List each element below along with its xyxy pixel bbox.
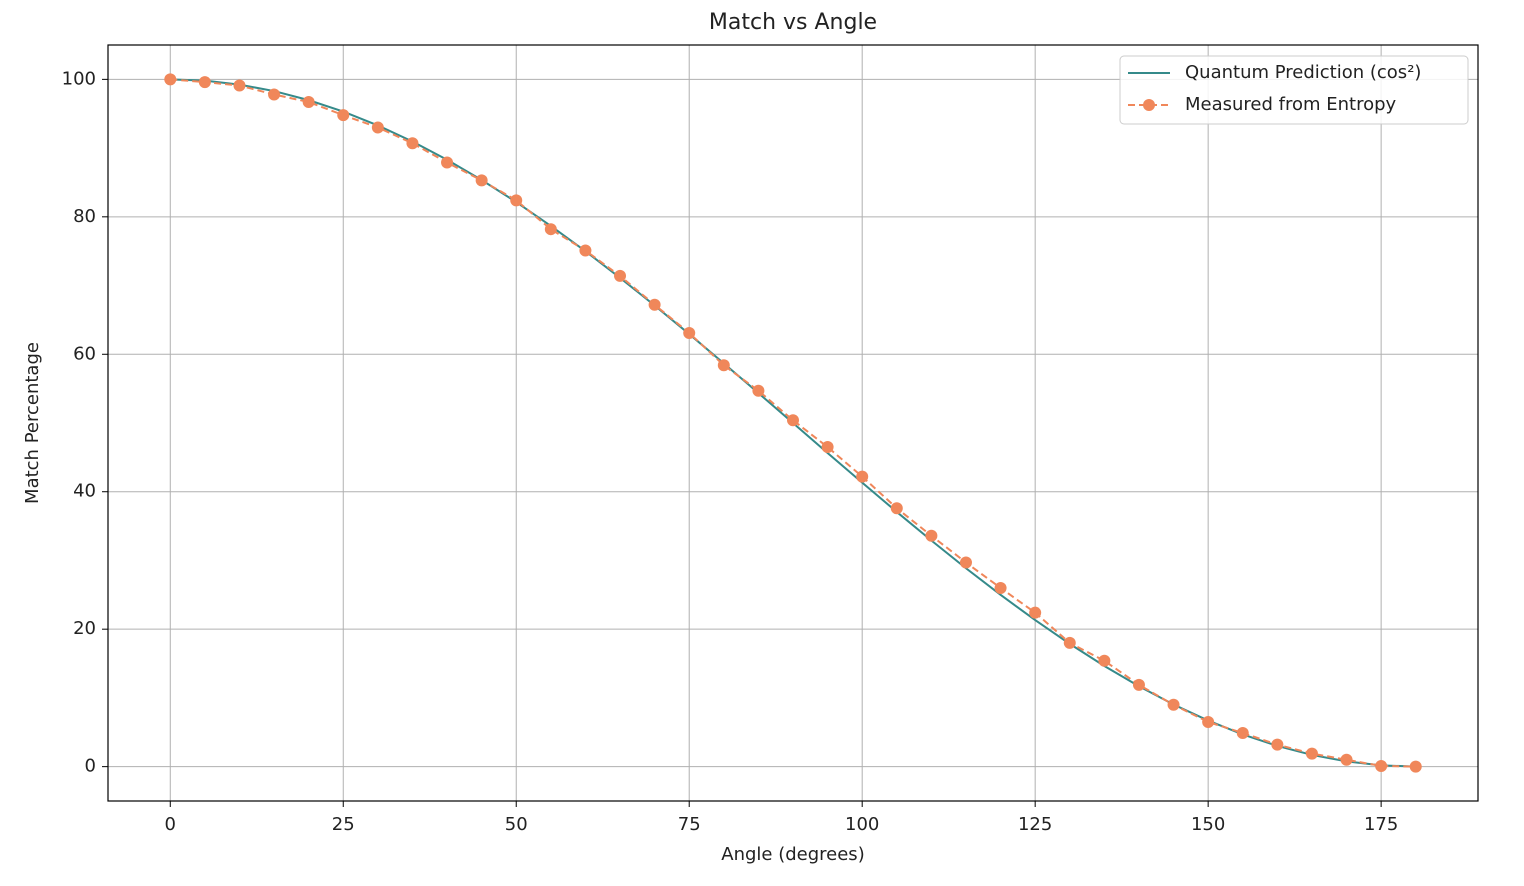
plot-frame [107,44,1479,802]
x-tick-label: 75 [678,814,701,835]
data-point [959,556,972,569]
y-axis-label: Match Percentage [22,342,43,504]
data-point [198,76,211,89]
x-axis-label: Angle (degrees) [721,844,864,865]
legend-label: Measured from Entropy [1185,94,1397,115]
data-point [406,137,419,150]
data-point [233,79,246,92]
data-point [856,470,869,483]
data-point [1305,747,1318,760]
data-point [787,414,799,427]
data-point [614,269,627,282]
data-point [544,223,557,236]
data-point [268,88,281,101]
chart-title: Match vs Angle [709,10,877,35]
data-point [579,244,592,257]
data-point [1029,606,1042,619]
data-point [717,359,730,372]
data-point [925,529,938,542]
data-point [164,73,177,86]
data-point [890,502,903,515]
y-tick-label: 0 [85,756,96,777]
data-point [475,174,488,187]
data-point [510,194,523,207]
data-point [1167,698,1180,711]
y-tick-label: 60 [73,343,96,364]
y-tick-label: 20 [73,618,96,639]
y-tick-label: 100 [62,68,96,89]
x-tick-label: 0 [165,814,176,835]
data-point [1098,654,1111,667]
data-point [683,326,696,339]
data-point [821,441,834,454]
x-tick-label: 25 [332,814,355,835]
y-tick-label: 40 [73,481,96,502]
data-point [648,298,661,311]
data-point [1409,760,1422,773]
data-point [1340,753,1353,766]
data-point [1202,715,1215,728]
data-point [337,109,350,122]
data-point [1375,759,1388,772]
data-point [1271,738,1284,751]
x-tick-label: 175 [1364,814,1398,835]
legend-box [1119,55,1469,125]
data-point [371,121,384,134]
x-tick-label: 125 [1018,814,1052,835]
data-point [1236,726,1249,739]
data-point [994,581,1007,594]
x-tick-label: 100 [845,814,879,835]
y-tick-label: 80 [73,206,96,227]
data-point [752,384,765,397]
data-point [441,156,454,169]
data-point [302,96,315,109]
legend-label: Quantum Prediction (cos²) [1185,62,1421,83]
data-point [1063,636,1076,649]
x-tick-label: 150 [1191,814,1225,835]
legend-marker [1143,99,1155,111]
x-tick-label: 50 [505,814,528,835]
data-point [1132,678,1145,691]
